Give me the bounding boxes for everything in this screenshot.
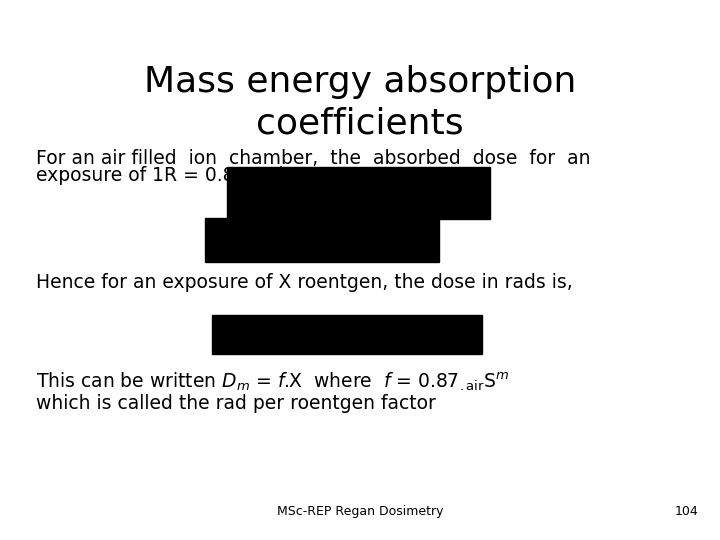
Text: This can be written $D_m$ = $f$.X  where  $f$ = 0.87$_{\mathregular{.air}}$S$^m$: This can be written $D_m$ = $f$.X where … [36, 370, 510, 393]
Bar [227, 167, 490, 219]
Bar [212, 315, 482, 354]
Text: exposure of 1R = 0.87 rad.: exposure of 1R = 0.87 rad. [36, 166, 289, 185]
Text: MSc-REP Regan Dosimetry: MSc-REP Regan Dosimetry [276, 505, 444, 518]
Text: Hence for an exposure of X roentgen, the dose in rads is,: Hence for an exposure of X roentgen, the… [36, 273, 572, 292]
Text: Mass energy absorption
coefficients: Mass energy absorption coefficients [144, 65, 576, 141]
Text: which is called the rad per roentgen factor: which is called the rad per roentgen fac… [36, 394, 436, 413]
Bar [205, 218, 439, 262]
Text: For an air filled  ion  chamber,  the  absorbed  dose  for  an: For an air filled ion chamber, the absor… [36, 148, 590, 167]
Text: 104: 104 [675, 505, 698, 518]
